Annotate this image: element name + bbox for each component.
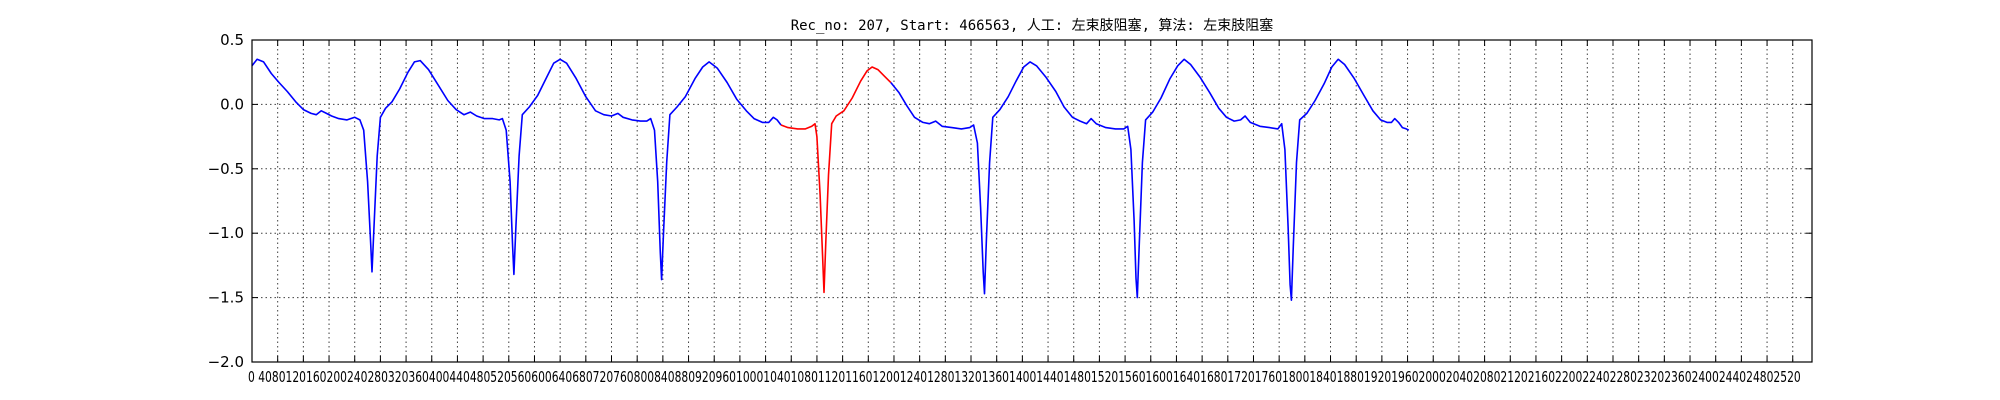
- x-axis: 0 40801201602002402803203604004404805205…: [248, 40, 1801, 386]
- chart-title: Rec_no: 207, Start: 466563, 人工: 左束肢阻塞, 算…: [791, 17, 1274, 34]
- y-tick-label: 0.0: [220, 95, 244, 113]
- y-tick-label: −2.0: [208, 353, 244, 371]
- y-tick-label: 0.5: [220, 31, 244, 49]
- plot-frame: [251, 39, 1813, 363]
- y-tick-label: −1.5: [208, 289, 244, 307]
- x-tick-labels: 0 40801201602002402803203604004404805205…: [248, 368, 1801, 386]
- series-line-0: [251, 58, 782, 281]
- y-tick-label: −1.0: [208, 224, 244, 242]
- series-line-1: [780, 66, 892, 294]
- series-layer: [251, 58, 1410, 302]
- series-line-2: [890, 58, 1410, 302]
- y-axis: 0.5 0.0 −0.5 −1.0 −1.5 −2.0: [208, 31, 1812, 371]
- plot-background: [252, 40, 1812, 362]
- y-tick-label: −0.5: [208, 160, 244, 178]
